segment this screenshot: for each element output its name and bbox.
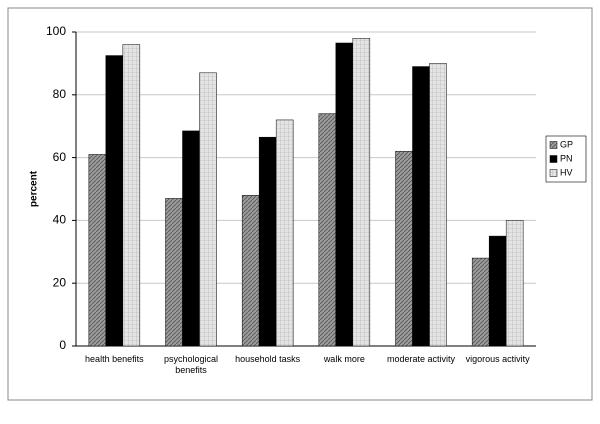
bar (182, 130, 200, 347)
y-tick-label: 0 (59, 338, 66, 352)
bar (429, 63, 447, 347)
x-tick-label: household tasks (235, 354, 301, 364)
bar (165, 198, 183, 347)
bar (241, 195, 260, 347)
x-tick-label: moderate activity (386, 354, 456, 364)
y-tick-label: 20 (53, 275, 67, 289)
bar (199, 72, 217, 347)
bar (335, 42, 354, 347)
bar (412, 66, 430, 347)
bar (488, 235, 507, 347)
x-tick-label: psychological benefits (163, 354, 219, 375)
x-tick-label: health benefits (85, 354, 144, 364)
legend-swatch (549, 141, 558, 149)
bar (471, 257, 490, 347)
y-tick-label: 80 (53, 87, 67, 101)
y-tick-label: 40 (53, 213, 67, 227)
legend-label: GP (560, 139, 573, 149)
legend-swatch (549, 169, 558, 177)
bar (105, 55, 124, 347)
x-tick-label: vigorous activity (465, 354, 530, 364)
legend-swatch (549, 155, 558, 163)
legend-label: HV (560, 167, 573, 177)
bar (275, 119, 294, 347)
bar (88, 154, 107, 347)
bar (318, 113, 337, 347)
bar (352, 38, 371, 347)
bar (505, 220, 524, 347)
bar (395, 151, 413, 347)
y-tick-label: 100 (46, 24, 66, 38)
y-axis-label: percent (29, 170, 40, 207)
x-tick-label: walk more (323, 354, 365, 364)
legend-label: PN (560, 153, 573, 163)
bar (122, 44, 141, 347)
y-tick-label: 60 (53, 150, 67, 164)
bar (258, 136, 277, 347)
